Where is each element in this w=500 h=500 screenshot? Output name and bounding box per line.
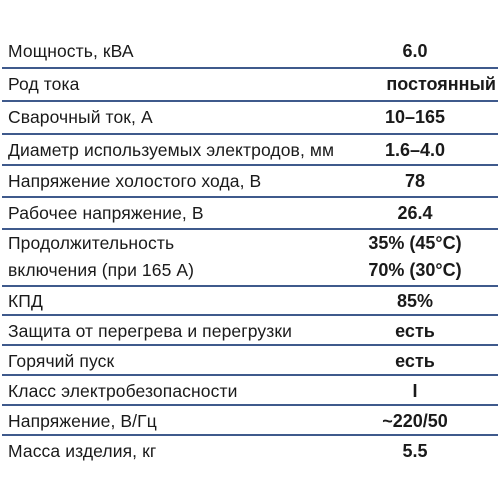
spec-label: Защита от перегрева и перегрузки: [8, 320, 292, 341]
row-divider: [2, 164, 498, 166]
spec-row-duty-cycle: Продолжительность включения (при 165 А) …: [0, 229, 500, 287]
spec-row-power: Мощность, кВА 6.0: [0, 36, 500, 66]
spec-label: Масса изделия, кг: [8, 440, 157, 461]
spec-row-hot-start: Горячий пуск есть: [0, 346, 500, 376]
spec-value: 78: [404, 170, 426, 191]
spec-value: 6.0: [402, 40, 428, 61]
spec-label: Род тока: [8, 73, 80, 94]
row-divider: [2, 285, 498, 287]
row-divider: [2, 434, 498, 436]
spec-row-supply-voltage: Напряжение, В/Гц ~220/50: [0, 406, 500, 436]
spec-label: Напряжение, В/Гц: [8, 410, 157, 431]
spec-value: 10–165: [384, 106, 446, 127]
spec-value: ~220/50: [382, 410, 448, 431]
spec-label: Напряжение холостого хода, В: [8, 170, 262, 191]
spec-row-current-type: Род тока постоянный: [0, 69, 500, 99]
spec-value-line1: 35% (45°C): [368, 233, 462, 253]
spec-row-weight: Масса изделия, кг 5.5: [0, 436, 500, 466]
spec-value: 85%: [396, 290, 434, 311]
row-divider: [2, 228, 498, 230]
spec-label: Диаметр используемых электродов, мм: [8, 139, 335, 160]
row-divider: [2, 196, 498, 198]
row-divider: [2, 67, 498, 69]
spec-label: Сварочный ток, А: [8, 106, 153, 127]
spec-label: КПД: [8, 290, 43, 311]
spec-value: есть: [395, 320, 435, 341]
spec-row-overheat-protection: Защита от перегрева и перегрузки есть: [0, 316, 500, 346]
row-divider: [2, 100, 498, 102]
spec-value: 5.5: [402, 440, 428, 461]
spec-row-open-circuit-voltage: Напряжение холостого хода, В 78: [0, 166, 500, 196]
spec-label-line2: включения (при 165 А): [8, 260, 195, 280]
row-divider: [2, 344, 498, 346]
spec-value: 1.6–4.0: [384, 139, 446, 160]
spec-row-welding-current: Сварочный ток, А 10–165: [0, 102, 500, 132]
spec-value: 26.4: [397, 202, 433, 223]
spec-label: Горячий пуск: [8, 350, 115, 371]
spec-row-electrode-diameter: Диаметр используемых электродов, мм 1.6–…: [0, 135, 500, 165]
spec-label: Мощность, кВА: [8, 40, 134, 61]
row-divider: [2, 404, 498, 406]
spec-label: Класс электробезопасности: [8, 380, 238, 401]
spec-value: есть: [395, 350, 435, 371]
row-divider: [2, 314, 498, 316]
spec-value: I: [412, 380, 418, 401]
spec-label-line1: Продолжительность: [8, 233, 175, 253]
spec-row-efficiency: КПД 85%: [0, 286, 500, 316]
spec-label: Рабочее напряжение, В: [8, 202, 204, 223]
row-divider: [2, 374, 498, 376]
spec-row-electrical-safety-class: Класс электробезопасности I: [0, 376, 500, 406]
row-divider: [2, 133, 498, 135]
spec-value: постоянный: [386, 73, 496, 94]
spec-row-working-voltage: Рабочее напряжение, В 26.4: [0, 198, 500, 228]
spec-value-line2: 70% (30°C): [368, 260, 462, 280]
